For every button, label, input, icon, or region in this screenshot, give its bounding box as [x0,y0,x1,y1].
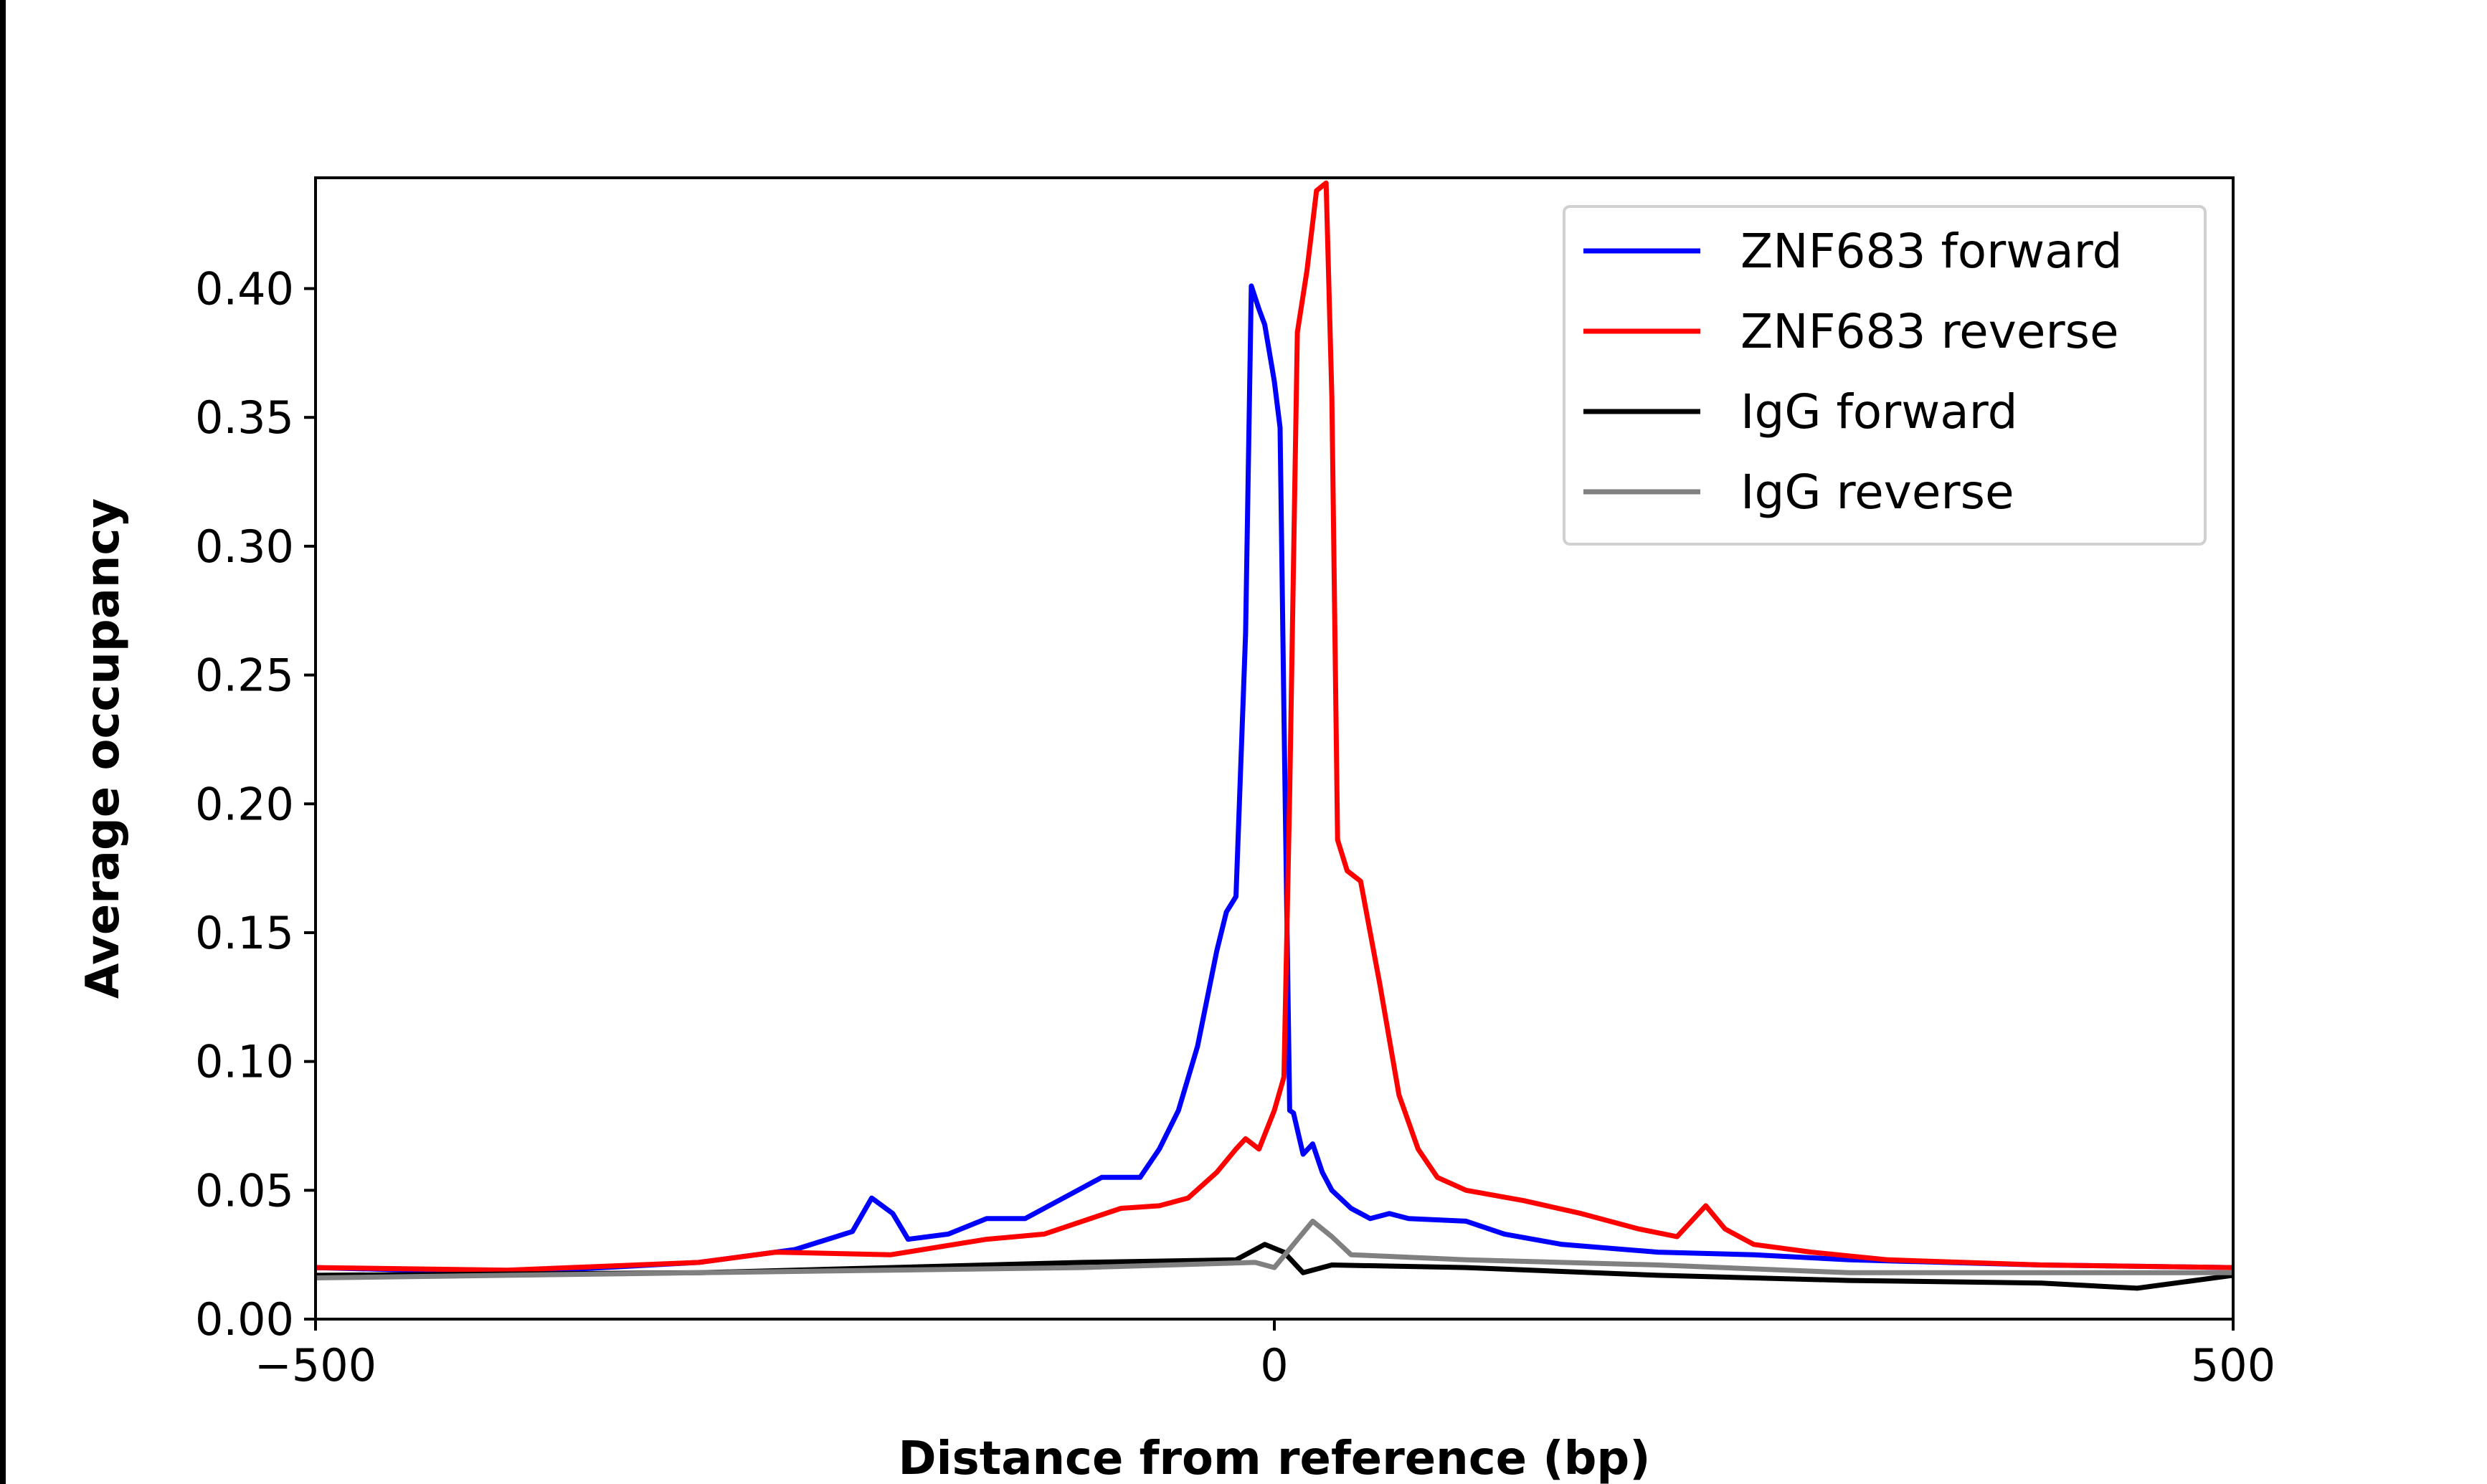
y-tick-label: 0.30 [195,520,294,573]
y-tick-label: 0.20 [195,778,294,830]
series-line-znf683-forward [315,283,2234,1275]
series-line-igg-forward [315,1242,2234,1291]
y-tick-label: 0.05 [195,1164,294,1217]
x-tick-label: 500 [2191,1339,2275,1392]
legend-label: IgG reverse [1740,465,2014,520]
series-line-znf683-reverse [315,180,2234,1273]
legend-label: ZNF683 forward [1740,224,2123,279]
x-tick-label: 0 [1260,1339,1288,1392]
left-border [0,0,6,1484]
legend-box [1563,205,2207,546]
legend-label: ZNF683 reverse [1740,304,2119,359]
x-tick-label: −500 [255,1339,376,1392]
y-tick-label: 0.00 [195,1293,294,1346]
series-line-igg-reverse [315,1218,2233,1280]
y-tick-label: 0.10 [195,1036,294,1088]
y-tick-label: 0.35 [195,391,294,444]
legend: ZNF683 forward ZNF683 reverse IgG forward I… [1563,205,2207,546]
y-tick-label: 0.25 [195,650,294,702]
legend-label: IgG forward [1740,384,2018,439]
series-lines [315,180,2234,1291]
x-axis-label: Distance from reference (bp) [899,1432,1651,1484]
y-tick-label: 0.40 [195,263,294,315]
axis-ticks: −500 0 500 0.00 0.05 0.10 0.15 0.20 0.25 0.30 0.35… [195,263,2275,1392]
y-tick-label: 0.15 [195,907,294,959]
y-axis-label: Average occupancy [77,498,130,999]
